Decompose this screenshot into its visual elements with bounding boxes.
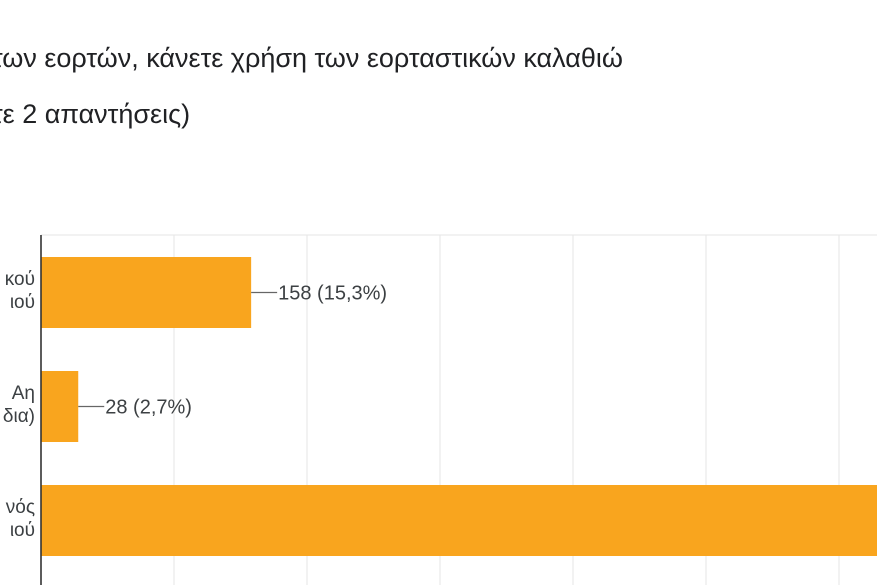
question-title: των εορτών, κάνετε χρήση των εορταστικών… [0,30,877,142]
category-label: δια) [3,406,35,427]
bar [41,371,79,442]
bar [41,257,252,328]
question-line-1: των εορτών, κάνετε χρήση των εορταστικών… [0,43,623,73]
question-line-2: τε 2 απαντήσεις) [0,99,191,129]
category-label: ιού [10,292,35,313]
data-label: 158 (15,3%) [278,283,387,305]
category-label: Αη [12,383,35,404]
data-label: 28 (2,7%) [105,397,192,419]
bar [41,485,877,556]
category-label: ιού [10,520,35,541]
category-label: νός [6,497,35,518]
category-label: κού [5,269,35,290]
